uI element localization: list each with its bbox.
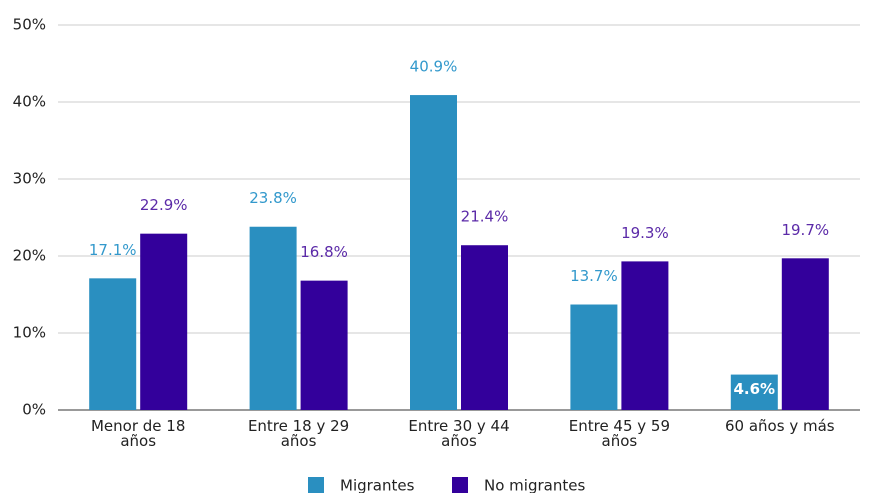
bar [249, 226, 297, 410]
data-label: 16.8% [300, 243, 348, 261]
y-tick-label: 40% [13, 93, 46, 111]
bar [300, 280, 348, 410]
data-label: 21.4% [461, 208, 509, 226]
bar [781, 258, 829, 410]
x-tick-label: 60 años y más [725, 417, 835, 435]
y-tick-label: 10% [13, 324, 46, 342]
data-label: 19.3% [621, 224, 669, 242]
y-tick-label: 30% [13, 170, 46, 188]
x-tick-label: Entre 45 y 59 años [568, 417, 671, 450]
data-label: 17.1% [89, 241, 137, 259]
x-tick-label: Menor de 18 años [90, 417, 186, 450]
legend-swatch [452, 477, 468, 493]
data-label: 19.7% [781, 221, 829, 239]
bar [140, 233, 188, 410]
bar [570, 304, 618, 410]
data-label: 22.9% [140, 196, 188, 214]
y-tick-label: 20% [13, 247, 46, 265]
y-tick-label: 0% [22, 401, 46, 419]
bar [461, 245, 508, 410]
x-tick-label: Entre 30 y 44 años [408, 417, 510, 450]
bar [410, 95, 457, 410]
y-tick-label: 50% [13, 16, 46, 34]
bar [89, 278, 137, 410]
data-label: 40.9% [410, 58, 458, 76]
data-label: 13.7% [570, 267, 618, 285]
bar [730, 374, 778, 410]
data-label: 23.8% [249, 189, 297, 207]
x-tick-label: Entre 18 y 29 años [247, 417, 350, 450]
data-label: 4.6% [733, 380, 775, 398]
legend-label: No migrantes [484, 477, 585, 493]
legend-swatch [308, 477, 324, 493]
legend-label: Migrantes [340, 477, 415, 493]
bar [621, 261, 669, 410]
